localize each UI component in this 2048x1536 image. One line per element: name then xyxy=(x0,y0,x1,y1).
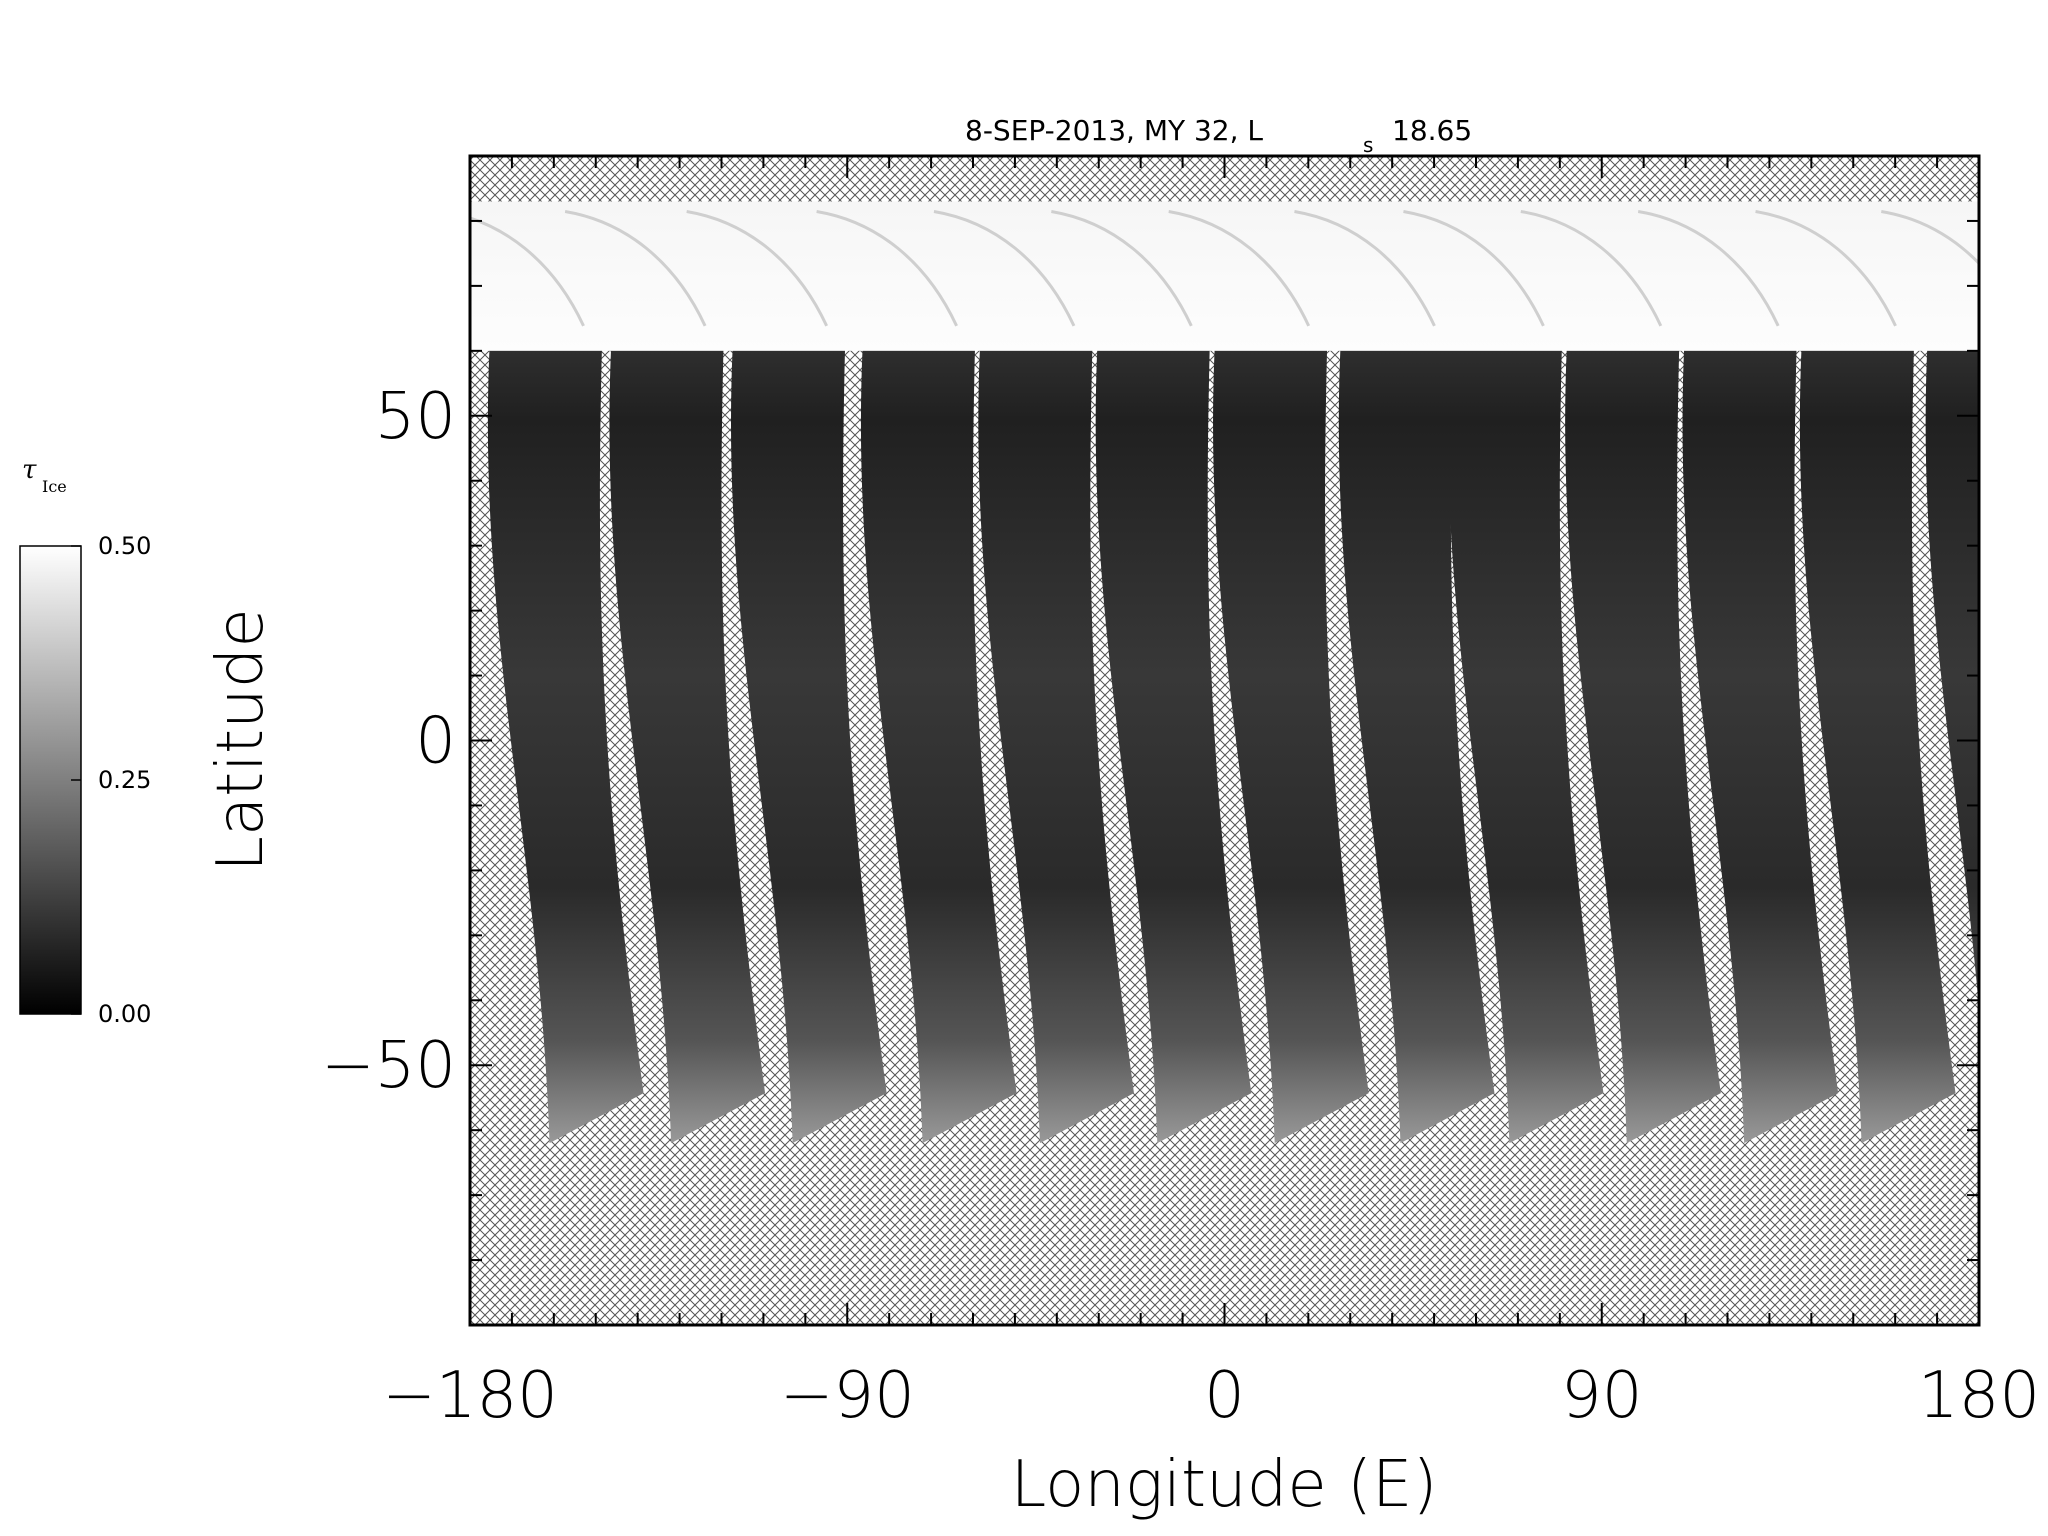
cap-arc-5 xyxy=(1051,209,1193,327)
cap-arc-11 xyxy=(1755,209,1897,327)
swath-7 xyxy=(1338,291,1495,1144)
x-tick-label: −90 xyxy=(780,1359,915,1433)
swath-10 xyxy=(1682,291,1839,1144)
x-tick-label: −180 xyxy=(382,1359,558,1433)
colorbar-title: τ xyxy=(22,455,37,485)
x-tick-label: 90 xyxy=(1561,1359,1642,1433)
swath-11 xyxy=(1799,291,1956,1144)
cap-arc-12 xyxy=(1881,209,1979,266)
colorbar-tick-label: 0.50 xyxy=(98,532,151,560)
plot-frame xyxy=(468,154,1981,1327)
cap-arc-0 xyxy=(470,216,585,327)
x-tick-label: 180 xyxy=(1918,1359,2040,1433)
colorbar-ticks: 0.00 0.25 0.50 xyxy=(71,532,151,1028)
cap-arc-1 xyxy=(564,209,707,327)
swath-8 xyxy=(1447,291,1604,1144)
swath-4 xyxy=(978,291,1134,1144)
swath-6 xyxy=(1213,291,1369,1144)
x-axis-label: Longitude (E) xyxy=(1011,1448,1438,1522)
plot-area xyxy=(468,154,1981,1327)
y-axis-label: Latitude xyxy=(204,608,278,871)
swath-3 xyxy=(860,291,1017,1144)
colorbar-tick-label: 0.00 xyxy=(98,1000,151,1028)
y-tick-label: 0 xyxy=(415,705,456,779)
cap-arc-6 xyxy=(1168,209,1311,327)
colorbar-tick-label: 0.25 xyxy=(98,766,151,794)
cap-arc-9 xyxy=(1520,209,1663,327)
x-tick-labels: −180 −90 0 90 180 xyxy=(382,1359,2040,1433)
swath-9 xyxy=(1565,291,1721,1144)
y-tick-labels: −50 0 50 xyxy=(321,380,456,1103)
chart-title: 8-SEP-2013, MY 32, L s 18.65 xyxy=(965,114,1472,157)
polar-cap-layer xyxy=(470,201,1979,351)
swath-0 xyxy=(487,291,644,1144)
swath-layer xyxy=(487,291,1979,1144)
swath-5 xyxy=(1095,291,1252,1144)
y-tick-label: −50 xyxy=(321,1029,456,1103)
title-main: 8-SEP-2013, MY 32, L xyxy=(965,114,1263,147)
swath-2 xyxy=(730,291,887,1144)
colorbar-title-sub: Ice xyxy=(42,477,67,496)
y-tick-label: 50 xyxy=(375,380,456,454)
cap-arc-2 xyxy=(686,209,829,327)
colorbar-gradient xyxy=(19,545,82,1015)
cap-arc-4 xyxy=(933,209,1076,327)
colorbar: τ Ice 0.00 0.25 0.50 xyxy=(19,455,151,1028)
title-subscript: s xyxy=(1363,133,1373,157)
cap-arc-7 xyxy=(1294,209,1436,327)
cap-arc-3 xyxy=(816,209,958,327)
swath-1 xyxy=(609,291,766,1144)
swath-12 xyxy=(1925,302,1979,1009)
x-tick-label: 0 xyxy=(1204,1359,1245,1433)
polar-cap xyxy=(470,201,1979,351)
cap-arc-10 xyxy=(1637,209,1780,327)
title-value: 18.65 xyxy=(1392,114,1472,147)
cap-arc-8 xyxy=(1403,209,1545,327)
